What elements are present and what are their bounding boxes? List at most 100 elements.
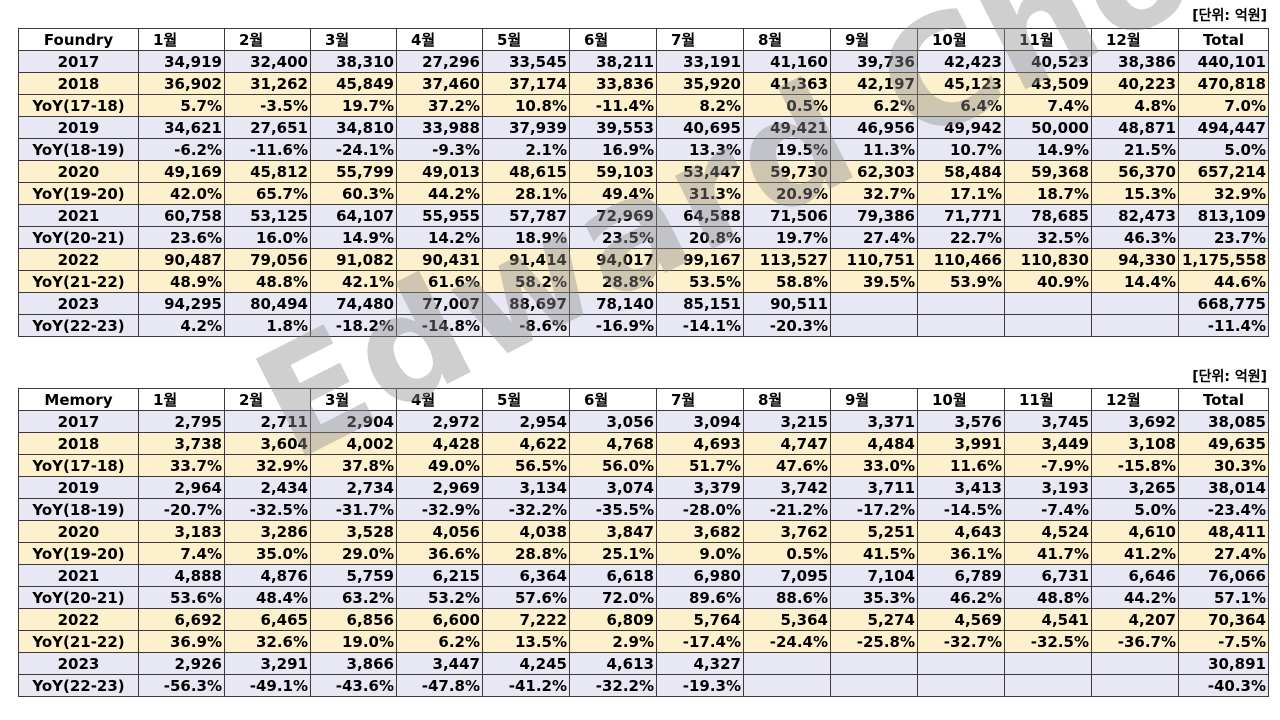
table-cell: 2.9% xyxy=(569,630,657,653)
table-cell: 13.5% xyxy=(482,630,570,653)
table-cell: 6,731 xyxy=(1004,564,1092,587)
table-cell: -20.7% xyxy=(138,498,225,521)
table-cell: 3,265 xyxy=(1091,476,1179,499)
table-cell: 32,400 xyxy=(224,50,311,73)
table-cell: 110,751 xyxy=(830,248,918,271)
table-cell: 40,523 xyxy=(1004,50,1092,73)
total-header: Total xyxy=(1178,28,1269,51)
table-cell: 6,692 xyxy=(138,608,225,631)
table-cell: -32.9% xyxy=(396,498,483,521)
table-cell: 37.2% xyxy=(396,94,483,117)
table-cell: -49.1% xyxy=(224,674,311,697)
row-label: 2018 xyxy=(18,432,139,455)
table-cell: 35.0% xyxy=(224,542,311,565)
table-row: YoY(22-23) -56.3% -49.1% -43.6% -47.8% -41.2%… xyxy=(18,674,1269,697)
month-header: 7월 xyxy=(656,28,744,51)
table-cell xyxy=(1091,314,1179,337)
table-cell: 53.9% xyxy=(917,270,1005,293)
table-cell: 57.6% xyxy=(482,586,570,609)
table-cell: -25.8% xyxy=(830,630,918,653)
row-label: YoY(17-18) xyxy=(18,94,139,117)
table-cell: 3,134 xyxy=(482,476,570,499)
table-cell: 3,371 xyxy=(830,410,918,433)
table-cell: 46.3% xyxy=(1091,226,1179,249)
table-row: 2019 2,964 2,434 2,734 2,969 3,134 3,074 3,379 3… xyxy=(18,476,1269,499)
table-cell: 4,207 xyxy=(1091,608,1179,631)
table-cell: 28.8% xyxy=(482,542,570,565)
table-cell: 3,576 xyxy=(917,410,1005,433)
table-cell: 49,169 xyxy=(138,160,225,183)
table-cell: 4,327 xyxy=(656,652,744,675)
table-cell: 35,920 xyxy=(656,72,744,95)
table-row: 2017 34,919 32,400 38,310 27,296 33,545 38,211… xyxy=(18,50,1269,73)
table-cell: 46,956 xyxy=(830,116,918,139)
table-cell: -9.3% xyxy=(396,138,483,161)
table-cell: 5.7% xyxy=(138,94,225,117)
table-cell: -35.5% xyxy=(569,498,657,521)
row-label: YoY(19-20) xyxy=(18,542,139,565)
table-row: YoY(17-18) 5.7% -3.5% 19.7% 37.2% 10.8% -11.4%… xyxy=(18,94,1269,117)
table-cell: 4,693 xyxy=(656,432,744,455)
table-cell: 35.3% xyxy=(830,586,918,609)
table-cell: 494,447 xyxy=(1178,116,1269,139)
table-cell: -3.5% xyxy=(224,94,311,117)
table-cell: 470,818 xyxy=(1178,72,1269,95)
table-cell: 23.6% xyxy=(138,226,225,249)
table-cell: 23.7% xyxy=(1178,226,1269,249)
table-cell: -24.4% xyxy=(743,630,831,653)
table-cell: 48.8% xyxy=(224,270,311,293)
table-cell: 78,685 xyxy=(1004,204,1092,227)
table-cell xyxy=(1004,652,1092,675)
month-header: 1월 xyxy=(138,28,225,51)
table-cell: 58,484 xyxy=(917,160,1005,183)
table-row: 2020 49,169 45,812 55,799 49,013 48,615 59,103… xyxy=(18,160,1269,183)
table-cell: 5.0% xyxy=(1091,498,1179,521)
table-cell: -32.5% xyxy=(224,498,311,521)
table-cell: 88,697 xyxy=(482,292,570,315)
table-cell: 7.4% xyxy=(138,542,225,565)
table-cell: 59,730 xyxy=(743,160,831,183)
table-cell: 4,610 xyxy=(1091,520,1179,543)
table-cell: 4,056 xyxy=(396,520,483,543)
month-header: 8월 xyxy=(743,28,831,51)
table-cell: 2,795 xyxy=(138,410,225,433)
table-cell: 2,926 xyxy=(138,652,225,675)
table-cell: -43.6% xyxy=(310,674,397,697)
table-cell: 32.9% xyxy=(1178,182,1269,205)
table-cell: 4,541 xyxy=(1004,608,1092,631)
table-cell: -20.3% xyxy=(743,314,831,337)
table-cell: 57,787 xyxy=(482,204,570,227)
table-cell: 5,364 xyxy=(743,608,831,631)
table-cell: 45,123 xyxy=(917,72,1005,95)
table-cell: 3,108 xyxy=(1091,432,1179,455)
table-cell xyxy=(917,314,1005,337)
table-cell: 59,103 xyxy=(569,160,657,183)
table-cell: 48,871 xyxy=(1091,116,1179,139)
table-cell: 41,363 xyxy=(743,72,831,95)
table-cell: -14.5% xyxy=(917,498,1005,521)
table-cell: 37,460 xyxy=(396,72,483,95)
row-label: YoY(20-21) xyxy=(18,586,139,609)
table-cell: 39,553 xyxy=(569,116,657,139)
month-header: 6월 xyxy=(569,388,657,411)
table-cell: 7.0% xyxy=(1178,94,1269,117)
table-row: 2021 4,888 4,876 5,759 6,215 6,364 6,618 6,980 7… xyxy=(18,564,1269,587)
table-cell: 34,919 xyxy=(138,50,225,73)
table-cell: 2,954 xyxy=(482,410,570,433)
table-cell: 16.9% xyxy=(569,138,657,161)
table-cell: 32.7% xyxy=(830,182,918,205)
table-cell: 31.3% xyxy=(656,182,744,205)
table-cell: 32.9% xyxy=(224,454,311,477)
table-cell: -24.1% xyxy=(310,138,397,161)
table-cell: 61.6% xyxy=(396,270,483,293)
month-header: 6월 xyxy=(569,28,657,51)
table-cell: -32.5% xyxy=(1004,630,1092,653)
row-label: YoY(20-21) xyxy=(18,226,139,249)
table-cell xyxy=(1091,674,1179,697)
table-cell: 77,007 xyxy=(396,292,483,315)
unit-label-memory: [단위: 억원] xyxy=(1192,369,1267,385)
table-cell: 42.0% xyxy=(138,182,225,205)
row-label: YoY(21-22) xyxy=(18,270,139,293)
table-cell: 79,386 xyxy=(830,204,918,227)
table-cell: 2,972 xyxy=(396,410,483,433)
